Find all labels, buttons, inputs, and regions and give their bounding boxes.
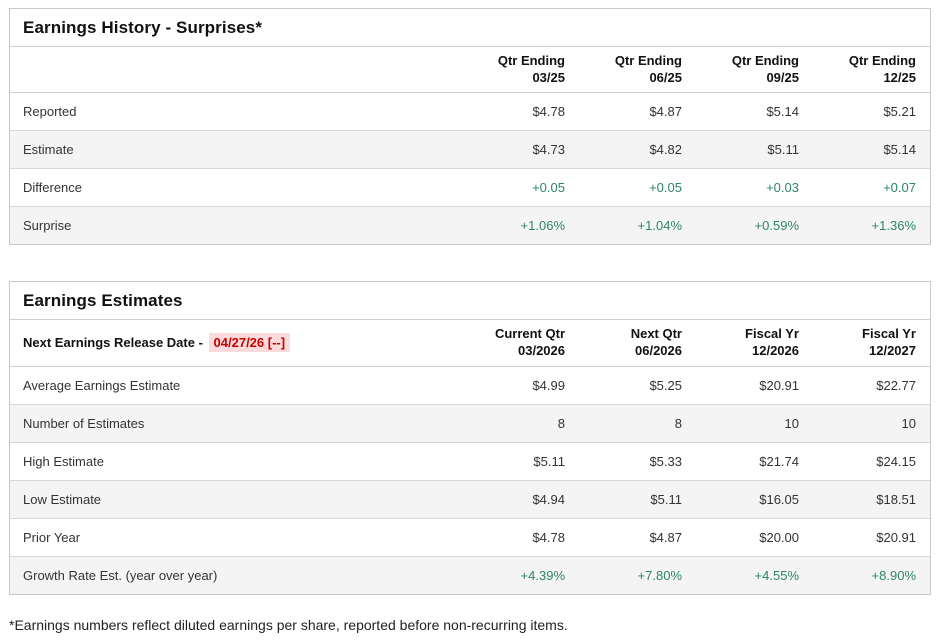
column-header-qtr-0625: Qtr Ending 06/25 [579, 47, 696, 94]
cell-value: $4.87 [579, 517, 696, 556]
column-header-current-qtr: Current Qtr 03/2026 [462, 320, 579, 367]
cell-value: $24.15 [813, 441, 930, 480]
cell-value: +0.03 [696, 168, 813, 207]
cell-value: $4.78 [462, 517, 579, 556]
row-label: Reported [23, 104, 77, 120]
column-header-next-qtr: Next Qtr 06/2026 [579, 320, 696, 367]
column-header-fiscal-yr-2026: Fiscal Yr 12/2026 [696, 320, 813, 367]
column-header-qtr-0925: Qtr Ending 09/25 [696, 47, 813, 94]
cell-value: +0.07 [813, 168, 930, 207]
cell-value: +0.05 [579, 168, 696, 207]
release-date-label: Next Earnings Release Date - [23, 334, 207, 350]
cell-value: +0.05 [462, 168, 579, 207]
row-label: Low Estimate [10, 479, 462, 518]
cell-value: $16.05 [696, 479, 813, 518]
cell-value: 10 [813, 403, 930, 442]
cell-value: $22.77 [876, 377, 916, 393]
earnings-history-panel: Earnings History - Surprises* Qtr Ending… [9, 8, 931, 246]
table-row: Growth Rate Est. (year over year) +4.39% +… [10, 555, 930, 594]
earnings-history-header-spacer [10, 47, 462, 94]
cell-value: +7.80% [579, 555, 696, 594]
cell-value: +8.90% [813, 555, 930, 594]
cell-value: 8 [579, 403, 696, 442]
cell-value: $20.91 [813, 517, 930, 556]
row-label: Surprise [10, 206, 462, 245]
cell-value: $5.33 [579, 441, 696, 480]
cell-value: 8 [462, 403, 579, 442]
earnings-history-header-row: Qtr Ending 03/25 Qtr Ending 06/25 Qtr En… [10, 47, 930, 94]
cell-value: +1.36% [813, 206, 930, 245]
table-row: Difference +0.05 +0.05 +0.03 +0.07 [10, 168, 930, 207]
cell-value: $5.11 [462, 441, 579, 480]
cell-value: $21.74 [696, 441, 813, 480]
cell-value: $20.00 [696, 517, 813, 556]
cell-value: +1.06% [462, 206, 579, 245]
earnings-estimates-header-row: Next Earnings Release Date - 04/27/26 [-… [10, 320, 930, 367]
table-row: Estimate $4.73 $4.82 $5.11 $5.14 [10, 130, 930, 169]
column-header-fiscal-yr-2027: Fiscal Yr 12/2027 [813, 320, 930, 367]
row-label: Difference [10, 168, 462, 207]
cell-value: $4.94 [462, 479, 579, 518]
cell-value: $4.82 [579, 130, 696, 169]
cell-value: $5.14 [766, 104, 799, 120]
table-row: Number of Estimates 8 8 10 10 [10, 403, 930, 442]
row-label: Average Earnings Estimate [23, 377, 181, 393]
cell-value: $18.51 [813, 479, 930, 518]
cell-value: $5.25 [649, 377, 682, 393]
earnings-estimates-table: Next Earnings Release Date - 04/27/26 [-… [10, 320, 930, 594]
table-row: Low Estimate $4.94 $5.11 $16.05 $18.51 [10, 479, 930, 518]
cell-value: $5.11 [579, 479, 696, 518]
earnings-history-title: Earnings History - Surprises* [10, 9, 930, 47]
cell-value: $5.11 [696, 130, 813, 169]
cell-value: 10 [696, 403, 813, 442]
earnings-estimates-panel: Earnings Estimates Next Earnings Release… [9, 281, 931, 595]
cell-value: $4.99 [532, 377, 565, 393]
row-label: Number of Estimates [10, 403, 462, 442]
release-date-value: 04/27/26 [--] [208, 332, 291, 352]
cell-value: +1.04% [579, 206, 696, 245]
table-row: Prior Year $4.78 $4.87 $20.00 $20.91 [10, 517, 930, 556]
cell-value: $20.91 [759, 377, 799, 393]
cell-value: $5.21 [883, 104, 916, 120]
table-row: Surprise +1.06% +1.04% +0.59% +1.36% [10, 206, 930, 245]
row-label: High Estimate [10, 441, 462, 480]
table-row: Average Earnings Estimate $4.99 $5.25 $20.9… [10, 366, 930, 404]
next-earnings-release-date: Next Earnings Release Date - 04/27/26 [-… [10, 320, 462, 367]
column-header-qtr-1225: Qtr Ending 12/25 [813, 47, 930, 94]
row-label: Growth Rate Est. (year over year) [10, 555, 462, 594]
cell-value: +0.59% [696, 206, 813, 245]
cell-value: $5.14 [813, 130, 930, 169]
cell-value: $4.87 [649, 104, 682, 120]
cell-value: +4.55% [696, 555, 813, 594]
row-label: Estimate [10, 130, 462, 169]
earnings-history-table: Qtr Ending 03/25 Qtr Ending 06/25 Qtr En… [10, 47, 930, 245]
cell-value: $4.73 [462, 130, 579, 169]
cell-value: $4.78 [532, 104, 565, 120]
earnings-estimates-title: Earnings Estimates [10, 282, 930, 321]
footnote: *Earnings numbers reflect diluted earnin… [9, 616, 568, 633]
table-row: High Estimate $5.11 $5.33 $21.74 $24.15 [10, 441, 930, 480]
row-label: Prior Year [10, 517, 462, 556]
table-row: Reported $4.78 $4.87 $5.14 $5.21 [10, 93, 930, 131]
column-header-qtr-0325: Qtr Ending 03/25 [462, 47, 579, 94]
cell-value: +4.39% [462, 555, 579, 594]
